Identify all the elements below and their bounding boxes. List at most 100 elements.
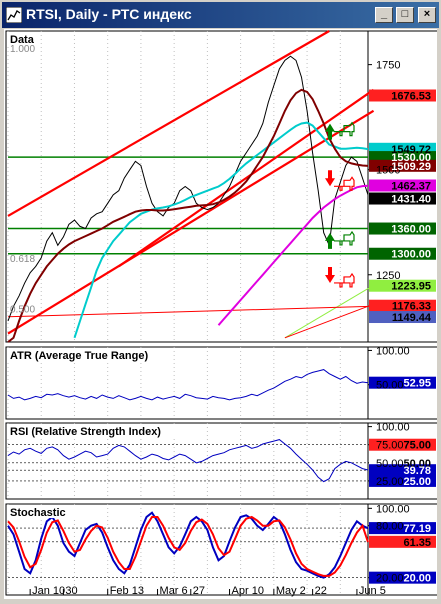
title-bar[interactable]: RTSI, Daily - РТС индекс _ □ × xyxy=(2,2,439,28)
x-tick-label: Jun 5 xyxy=(359,585,386,597)
fib-level-label: 1.000 xyxy=(10,44,35,55)
price-label-text: 1300.00 xyxy=(391,249,431,261)
price-label-text: 1149.44 xyxy=(392,312,432,324)
series-line-price xyxy=(7,55,369,322)
panel-title: Stochastic xyxy=(10,507,66,519)
price-label-text: 75.00 xyxy=(403,440,431,452)
price-label-box xyxy=(369,464,436,477)
chart-area: 1750 1500 1250 1.000 0.618 0.500 1676.53 1549.7… xyxy=(4,29,440,599)
price-label-text: 77.19 xyxy=(403,523,431,535)
panel-title-bg xyxy=(7,348,167,361)
price-label-box xyxy=(369,299,436,312)
trend-line-lower_channel xyxy=(7,109,375,335)
price-label-box xyxy=(369,522,436,535)
panel-title: RSI (Relative Strength Index) xyxy=(10,426,161,438)
chart-canvas: 1750 1500 1250 1.000 0.618 0.500 1676.53 1549.7… xyxy=(5,30,440,597)
x-tick-label: 27 xyxy=(193,585,205,597)
price-label-box xyxy=(369,222,436,235)
price-label-text: 50.00 xyxy=(403,458,431,470)
panel-title-bg xyxy=(7,424,199,437)
price-label-text: 25.00 xyxy=(403,476,431,488)
price-label-box xyxy=(369,192,436,205)
price-label-box xyxy=(369,279,436,292)
series-line-stoch_k xyxy=(7,511,369,579)
series-line-ma_short xyxy=(73,121,369,339)
price-label-box xyxy=(369,474,436,487)
x-tick-label: Feb 13 xyxy=(110,585,144,597)
bear-signal-icon xyxy=(334,272,355,288)
price-label-box xyxy=(369,89,436,102)
y-tick-label: 20.00 xyxy=(376,573,404,585)
panel-atr xyxy=(5,346,440,420)
panel-title: ATR (Average True Range) xyxy=(10,350,148,362)
price-label-text: 52.95 xyxy=(403,378,431,390)
trend-line-upper_channel xyxy=(7,30,330,217)
x-tick-label: Jan 10 xyxy=(32,585,65,597)
y-tick-label: 50.00 xyxy=(376,380,404,392)
window-title: RTSI, Daily - РТС индекс xyxy=(26,6,192,22)
panel-title: Data xyxy=(10,34,35,46)
price-label-text: 1223.95 xyxy=(391,281,431,293)
bull-arrow-icon xyxy=(325,232,335,249)
y-tick-label: 50.00 xyxy=(376,458,404,470)
price-label-box xyxy=(369,311,436,324)
x-tick-label: 30 xyxy=(65,585,77,597)
price-label-box xyxy=(369,179,436,192)
panel-data xyxy=(5,30,440,343)
bear-signal-icon xyxy=(334,176,355,191)
panel-stochastic xyxy=(5,503,440,596)
y-tick-label: 1250 xyxy=(376,270,400,282)
series-line-atr_line xyxy=(7,369,369,401)
price-label-text: 39.78 xyxy=(403,465,431,477)
y-tick-label: 75.00 xyxy=(376,440,404,452)
series-line-stoch_d xyxy=(7,515,369,577)
y-tick-label: 25.00 xyxy=(376,476,404,488)
bear-arrow-icon xyxy=(325,170,335,187)
price-label-box xyxy=(369,535,436,548)
price-label-text: 61.35 xyxy=(403,537,431,549)
price-label-text: 1176.33 xyxy=(392,301,431,313)
trend-line-lower_red_1 xyxy=(284,303,374,339)
close-button[interactable]: × xyxy=(418,7,436,23)
bull-signal-icon xyxy=(334,121,355,137)
y-tick-label: 1750 xyxy=(376,60,400,72)
x-tick-label: 22 xyxy=(315,585,327,597)
panel-rsi xyxy=(5,422,440,500)
x-tick-label: Mar 6 xyxy=(160,585,188,597)
price-label-text: 1431.40 xyxy=(391,194,431,206)
price-label-box xyxy=(369,438,436,451)
series-line-ma_long xyxy=(217,184,369,326)
y-tick-label: 80.00 xyxy=(376,521,404,533)
trend-line-long_ma xyxy=(284,284,374,339)
panel-title-bg xyxy=(7,505,77,518)
price-label-text: 1462.37 xyxy=(391,181,431,193)
price-label-text: 1509.29 xyxy=(391,161,431,173)
chart-app-icon xyxy=(6,7,22,23)
y-tick-label: 1500 xyxy=(376,165,400,177)
trend-line-upper_channel_2 xyxy=(118,88,375,268)
y-tick-label: 100.00 xyxy=(376,503,410,515)
price-label-box xyxy=(369,159,436,172)
series-line-ma_mid xyxy=(7,88,369,343)
price-label-text: 1676.53 xyxy=(391,90,431,102)
y-tick-label: 100.00 xyxy=(376,422,410,434)
bear-arrow-icon xyxy=(325,266,335,283)
x-tick-label: Apr 10 xyxy=(232,585,264,597)
trend-line-lower_red_2 xyxy=(7,305,374,318)
bull-signal-icon xyxy=(334,230,355,246)
price-label-text: 1549.72 xyxy=(391,144,431,156)
bull-arrow-icon xyxy=(325,123,335,140)
price-label-text: 1530.00 xyxy=(391,152,431,164)
minimize-button[interactable]: _ xyxy=(375,7,393,23)
price-label-box xyxy=(369,376,436,389)
price-label-text: 1360.00 xyxy=(391,224,431,236)
x-tick-label: May 2 xyxy=(276,585,306,597)
maximize-button[interactable]: □ xyxy=(396,7,414,23)
price-label-box xyxy=(369,247,436,260)
y-tick-label: 100.00 xyxy=(376,345,410,357)
price-label-box xyxy=(369,571,436,584)
panel-title-bg xyxy=(7,32,39,45)
series-line-rsi_line xyxy=(7,439,369,483)
fib-level-label: 0.618 xyxy=(10,254,35,265)
